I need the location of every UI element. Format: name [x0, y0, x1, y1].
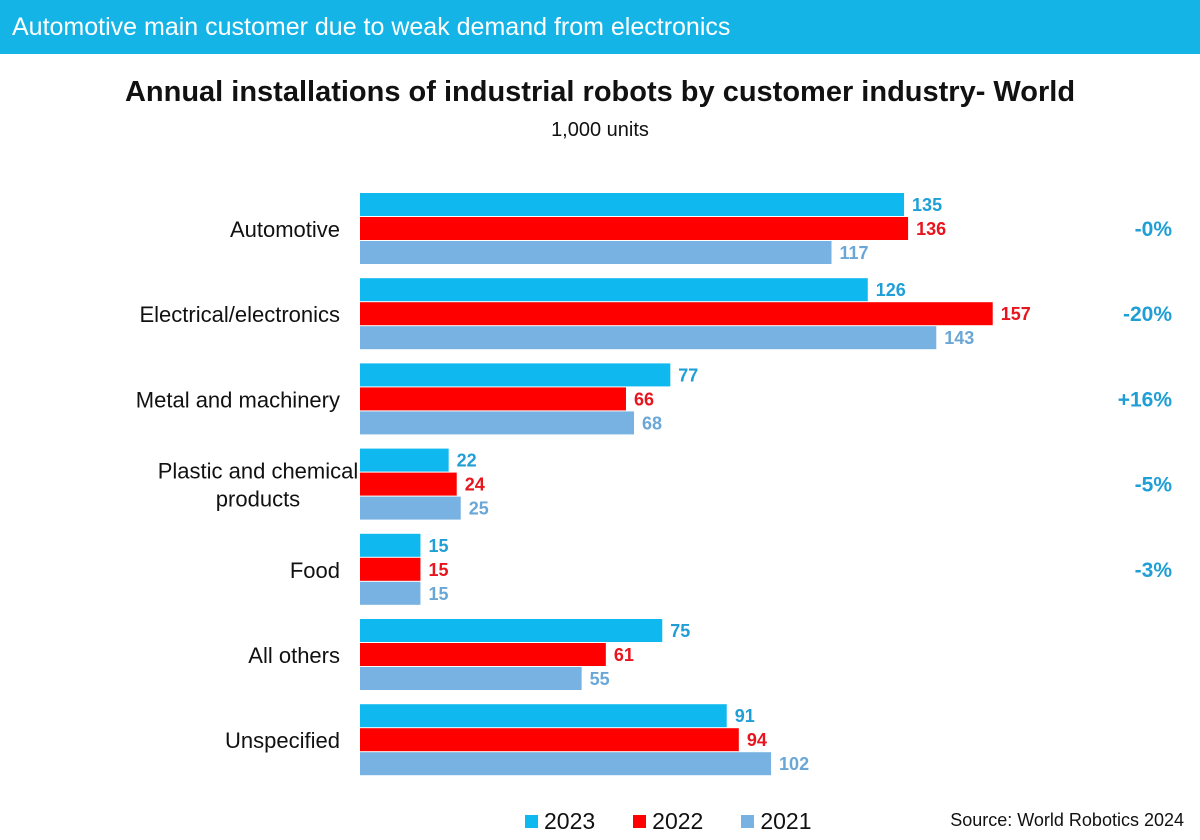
value-label-electrical-electronics-2021: 143 — [944, 328, 974, 348]
value-label-unspecified-2021: 102 — [779, 754, 809, 774]
bar-metal-and-machinery-2022 — [360, 387, 626, 411]
legend-label-2023: 2023 — [544, 807, 596, 834]
legend-label-2021: 2021 — [760, 807, 812, 834]
value-label-electrical-electronics-2022: 157 — [1001, 304, 1031, 324]
bar-automotive-2023 — [360, 193, 905, 216]
value-label-all-others-2023: 75 — [670, 621, 690, 641]
category-label-electrical-electronics: Electrical/electronics — [139, 302, 340, 327]
bar-metal-and-machinery-2021 — [360, 411, 635, 435]
change-label-automotive: -0% — [1135, 218, 1173, 241]
bar-plastic-and-chemical-products-2022 — [360, 472, 457, 496]
category-label-metal-and-machinery: Metal and machinery — [136, 387, 340, 412]
value-label-unspecified-2022: 94 — [747, 730, 767, 750]
source-note: Source: World Robotics 2024 — [950, 810, 1184, 830]
change-label-metal-and-machinery: +16% — [1118, 388, 1173, 411]
legend-item-2023: 2023 — [525, 808, 595, 835]
legend-item-2021: 2021 — [741, 807, 812, 835]
value-label-plastic-and-chemical-products-2022: 24 — [465, 475, 485, 495]
legend-swatch-2023 — [525, 814, 538, 828]
bar-automotive-2022 — [360, 217, 909, 240]
bar-plastic-and-chemical-products-2023 — [360, 448, 449, 472]
legend-item-2022: 2022 — [633, 808, 703, 835]
bar-unspecified-2022 — [360, 728, 739, 752]
value-label-food-2021: 15 — [428, 584, 448, 604]
bar-food-2021 — [360, 581, 421, 605]
value-label-automotive-2021: 117 — [840, 243, 869, 263]
value-label-electrical-electronics-2023: 126 — [876, 280, 906, 300]
legend-swatch-2021 — [741, 814, 755, 828]
bar-plastic-and-chemical-products-2021 — [360, 496, 461, 520]
legend-swatch-2022 — [633, 814, 647, 828]
value-label-food-2023: 15 — [428, 536, 448, 556]
bar-all-others-2022 — [360, 643, 606, 666]
change-label-food: -3% — [1135, 559, 1173, 582]
value-label-food-2022: 15 — [428, 560, 448, 580]
value-label-metal-and-machinery-2023: 77 — [678, 365, 698, 385]
value-label-automotive-2022: 136 — [916, 219, 946, 239]
category-label-automotive: Automotive — [230, 217, 340, 242]
bar-unspecified-2021 — [360, 752, 772, 776]
category-label-plastic-and-chemical-products: Plastic and chemical products — [158, 459, 359, 512]
bar-all-others-2023 — [360, 619, 663, 642]
value-label-automotive-2023: 135 — [912, 195, 942, 215]
bar-all-others-2021 — [360, 667, 582, 690]
value-label-all-others-2022: 61 — [614, 645, 634, 665]
bar-food-2023 — [360, 533, 421, 557]
chart-subtitle: 1,000 units — [551, 119, 649, 141]
value-label-metal-and-machinery-2021: 68 — [642, 413, 662, 433]
change-label-plastic-and-chemical-products: -5% — [1135, 474, 1173, 497]
legend: 2023 2022 2021 — [525, 806, 850, 836]
bar-chart: Automotive 135 136 117 -0% Electrical/electro… — [136, 193, 1173, 776]
bar-automotive-2021 — [360, 241, 832, 264]
value-label-plastic-and-chemical-products-2023: 22 — [457, 451, 477, 471]
bar-unspecified-2023 — [360, 704, 727, 728]
value-label-unspecified-2023: 91 — [735, 706, 755, 726]
bar-electrical-electronics-2021 — [360, 326, 937, 350]
value-label-plastic-and-chemical-products-2021: 25 — [469, 499, 489, 519]
category-label-all-others: All others — [248, 643, 340, 668]
bar-electrical-electronics-2023 — [360, 278, 868, 302]
value-label-all-others-2021: 55 — [590, 669, 610, 689]
change-label-electrical-electronics: -20% — [1123, 303, 1172, 326]
bar-electrical-electronics-2022 — [360, 302, 993, 326]
chart-title: Annual installations of industrial robot… — [124, 76, 1076, 108]
bar-metal-and-machinery-2023 — [360, 363, 671, 387]
category-label-unspecified: Unspecified — [225, 728, 340, 753]
value-label-metal-and-machinery-2022: 66 — [634, 389, 654, 409]
category-label-food: Food — [290, 558, 340, 583]
bar-food-2022 — [360, 557, 421, 581]
legend-label-2022: 2022 — [652, 807, 704, 834]
header-banner: Automotive main customer due to weak dem… — [0, 0, 1200, 54]
